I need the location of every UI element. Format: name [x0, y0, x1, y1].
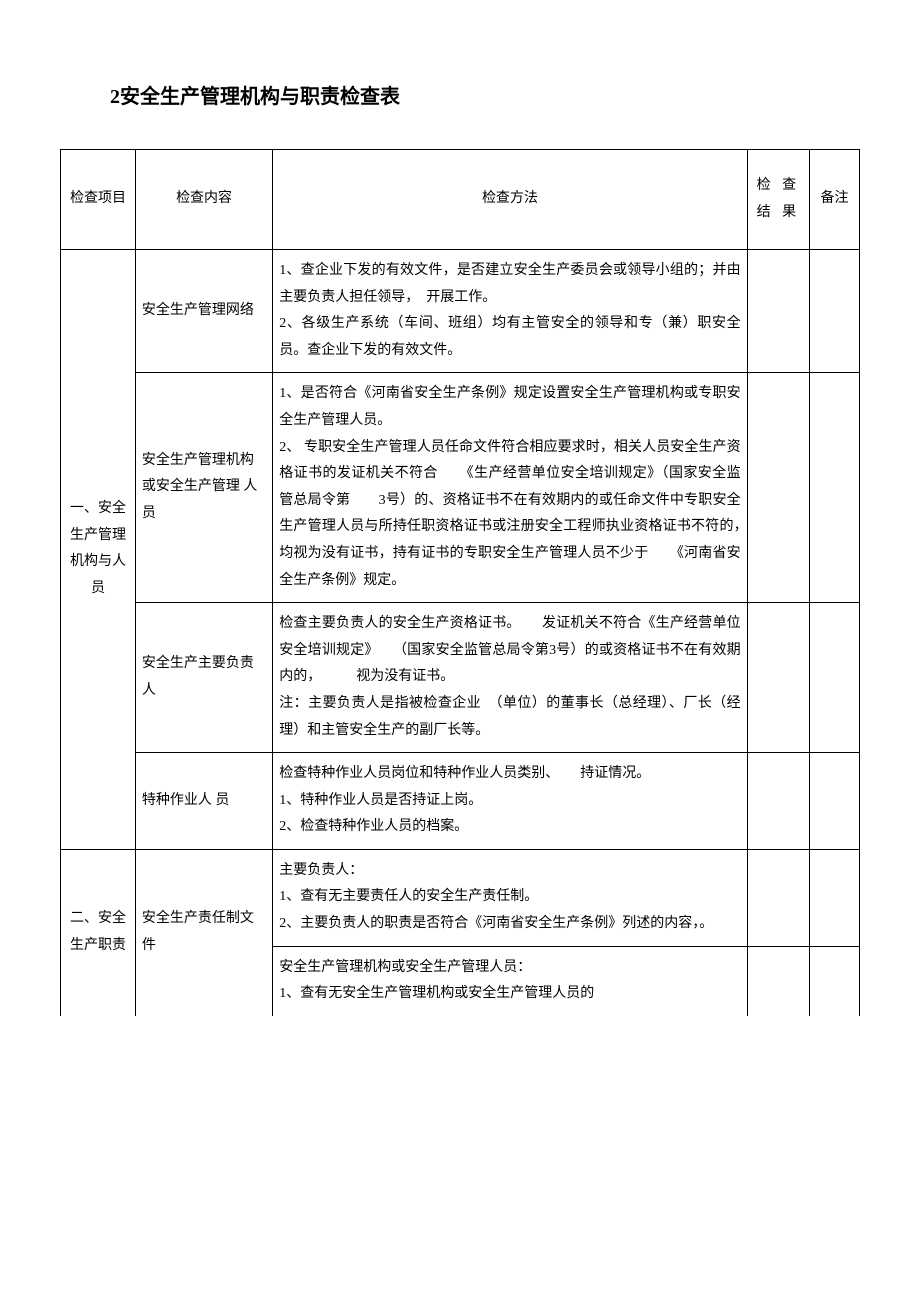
content-cell: 安全生产主要负责人: [135, 603, 272, 753]
method-cell: 安全生产管理机构或安全生产管理人员：1、查有无安全生产管理机构或安全生产管理人员…: [273, 946, 747, 1016]
page-title: 2安全生产管理机构与职责检查表: [110, 80, 860, 109]
result-cell: [747, 946, 809, 1016]
note-cell: [810, 603, 860, 753]
method-cell: 主要负责人：1、查有无主要责任人的安全生产责任制。2、主要负责人的职责是否符合《…: [273, 849, 747, 946]
table-row: 二、安全生产职责 安全生产责任制文件 主要负责人：1、查有无主要责任人的安全生产…: [61, 849, 860, 946]
result-cell: [747, 753, 809, 850]
table-row: 安全生产管理机构或安全生产管理 人员 1、是否符合《河南省安全生产条例》规定设置…: [61, 373, 860, 603]
note-cell: [810, 250, 860, 373]
content-cell: 特种作业人 员: [135, 753, 272, 850]
project-cell: 一、安全生产管理机构与人员: [61, 250, 136, 850]
result-cell: [747, 373, 809, 603]
header-method: 检查方法: [273, 150, 747, 250]
content-cell: 安全生产责任制文件: [135, 849, 272, 1015]
result-cell: [747, 250, 809, 373]
note-cell: [810, 753, 860, 850]
method-cell: 检查主要负责人的安全生产资格证书。 发证机关不符合《生产经营单位安全培训规定》 …: [273, 603, 747, 753]
inspection-table: 检查项目 检查内容 检查方法 检 查结 果 备注 一、安全生产管理机构与人员 安…: [60, 149, 860, 1016]
note-cell: [810, 946, 860, 1016]
project-cell: 二、安全生产职责: [61, 849, 136, 1015]
method-cell: 检查特种作业人员岗位和特种作业人员类别、 持证情况。1、特种作业人员是否持证上岗…: [273, 753, 747, 850]
table-row: 安全生产主要负责人 检查主要负责人的安全生产资格证书。 发证机关不符合《生产经营…: [61, 603, 860, 753]
header-content: 检查内容: [135, 150, 272, 250]
note-cell: [810, 373, 860, 603]
table-row: 一、安全生产管理机构与人员 安全生产管理网络 1、查企业下发的有效文件，是否建立…: [61, 250, 860, 373]
method-cell: 1、是否符合《河南省安全生产条例》规定设置安全生产管理机构或专职安全生产管理人员…: [273, 373, 747, 603]
header-note: 备注: [810, 150, 860, 250]
content-cell: 安全生产管理机构或安全生产管理 人员: [135, 373, 272, 603]
note-cell: [810, 849, 860, 946]
table-header-row: 检查项目 检查内容 检查方法 检 查结 果 备注: [61, 150, 860, 250]
method-cell: 1、查企业下发的有效文件，是否建立安全生产委员会或领导小组的；并由主要负责人担任…: [273, 250, 747, 373]
header-result: 检 查结 果: [747, 150, 809, 250]
content-cell: 安全生产管理网络: [135, 250, 272, 373]
header-project: 检查项目: [61, 150, 136, 250]
result-cell: [747, 849, 809, 946]
table-row: 特种作业人 员 检查特种作业人员岗位和特种作业人员类别、 持证情况。1、特种作业…: [61, 753, 860, 850]
result-cell: [747, 603, 809, 753]
